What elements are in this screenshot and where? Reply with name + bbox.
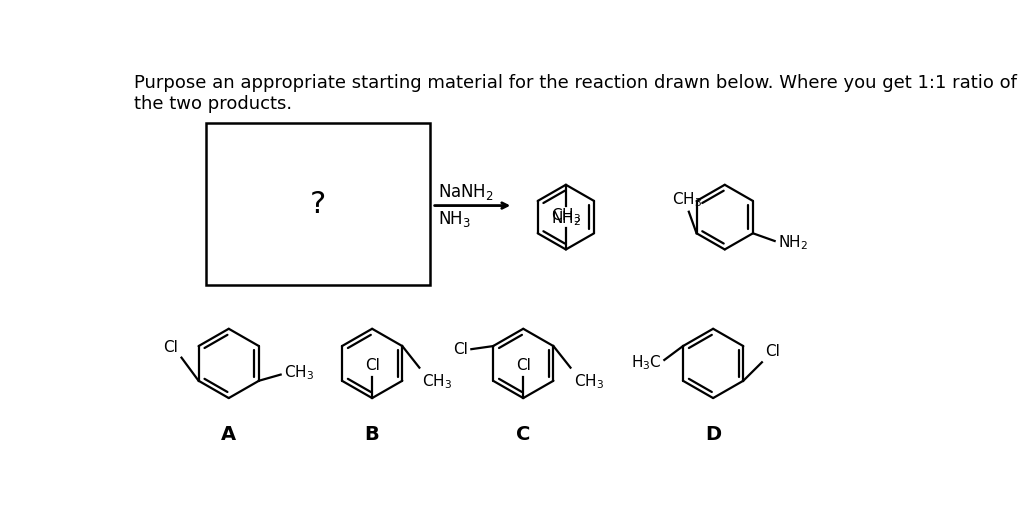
- Text: Cl: Cl: [365, 358, 380, 373]
- Text: Cl: Cl: [765, 344, 780, 359]
- Text: CH$_3$: CH$_3$: [284, 363, 314, 382]
- Text: C: C: [516, 425, 530, 444]
- Text: Purpose an appropriate starting material for the reaction drawn below. Where you: Purpose an appropriate starting material…: [134, 74, 1017, 92]
- Text: CH$_3$: CH$_3$: [672, 190, 702, 209]
- Text: H$_3$C: H$_3$C: [631, 353, 662, 372]
- Text: NH$_2$: NH$_2$: [551, 209, 581, 228]
- Text: the two products.: the two products.: [134, 95, 292, 114]
- Text: CH$_3$: CH$_3$: [423, 372, 453, 391]
- Text: Cl: Cl: [516, 358, 530, 373]
- Text: CH$_3$: CH$_3$: [573, 372, 604, 391]
- Bar: [206, 123, 430, 285]
- Text: NaNH$_2$: NaNH$_2$: [438, 183, 494, 203]
- Text: NH$_2$: NH$_2$: [778, 233, 808, 252]
- Text: Cl: Cl: [454, 342, 468, 357]
- Text: CH$_3$: CH$_3$: [551, 206, 581, 225]
- Text: D: D: [706, 425, 721, 444]
- Text: B: B: [365, 425, 380, 444]
- Text: NH$_3$: NH$_3$: [438, 209, 471, 229]
- Text: Cl: Cl: [164, 340, 178, 355]
- Text: ?: ?: [309, 189, 326, 218]
- Text: A: A: [221, 425, 237, 444]
